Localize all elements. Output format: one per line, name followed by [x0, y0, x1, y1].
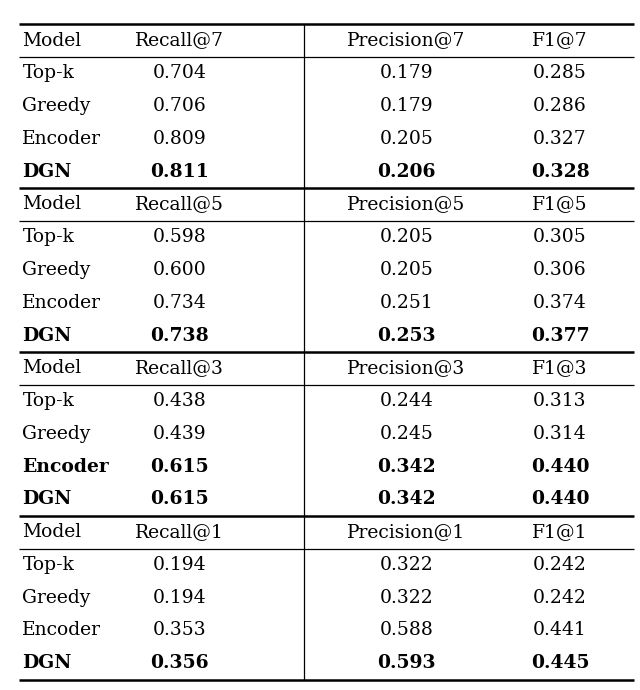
Text: 0.194: 0.194 [152, 589, 206, 607]
Text: Recall@3: Recall@3 [135, 359, 223, 377]
Text: 0.285: 0.285 [533, 64, 587, 82]
Text: F1@5: F1@5 [532, 195, 588, 213]
Text: Precision@7: Precision@7 [348, 32, 465, 50]
Text: F1@7: F1@7 [532, 32, 588, 50]
Text: 0.245: 0.245 [380, 425, 433, 443]
Text: 0.305: 0.305 [533, 228, 587, 246]
Text: 0.441: 0.441 [533, 622, 587, 640]
Text: 0.439: 0.439 [152, 425, 206, 443]
Text: Recall@7: Recall@7 [134, 32, 224, 50]
Text: Top-k: Top-k [22, 392, 74, 410]
Text: Greedy: Greedy [22, 425, 91, 443]
Text: 0.205: 0.205 [380, 228, 433, 246]
Text: 0.615: 0.615 [150, 457, 209, 475]
Text: Model: Model [22, 359, 81, 377]
Text: Top-k: Top-k [22, 228, 74, 246]
Text: Encoder: Encoder [22, 622, 101, 640]
Text: 0.342: 0.342 [377, 491, 436, 509]
Text: 0.194: 0.194 [152, 556, 206, 574]
Text: 0.206: 0.206 [377, 163, 436, 181]
Text: 0.328: 0.328 [531, 163, 589, 181]
Text: 0.327: 0.327 [533, 130, 587, 148]
Text: 0.242: 0.242 [533, 589, 587, 607]
Text: DGN: DGN [22, 654, 72, 672]
Text: Greedy: Greedy [22, 261, 91, 279]
Text: Recall@5: Recall@5 [134, 195, 224, 213]
Text: F1@3: F1@3 [532, 359, 588, 377]
Text: 0.205: 0.205 [380, 130, 433, 148]
Text: 0.598: 0.598 [152, 228, 206, 246]
Text: Encoder: Encoder [22, 294, 101, 312]
Text: Greedy: Greedy [22, 97, 91, 115]
Text: 0.251: 0.251 [380, 294, 433, 312]
Text: 0.440: 0.440 [531, 491, 589, 509]
Text: DGN: DGN [22, 326, 72, 344]
Text: 0.588: 0.588 [380, 622, 433, 640]
Text: Encoder: Encoder [22, 130, 101, 148]
Text: DGN: DGN [22, 491, 72, 509]
Text: 0.356: 0.356 [150, 654, 209, 672]
Text: 0.734: 0.734 [152, 294, 206, 312]
Text: 0.738: 0.738 [150, 326, 209, 344]
Text: 0.179: 0.179 [380, 64, 433, 82]
Text: 0.438: 0.438 [152, 392, 206, 410]
Text: Model: Model [22, 523, 81, 541]
Text: 0.322: 0.322 [380, 556, 433, 574]
Text: Precision@3: Precision@3 [348, 359, 465, 377]
Text: Greedy: Greedy [22, 589, 91, 607]
Text: 0.179: 0.179 [380, 97, 433, 115]
Text: 0.374: 0.374 [533, 294, 587, 312]
Text: 0.205: 0.205 [380, 261, 433, 279]
Text: Precision@5: Precision@5 [348, 195, 465, 213]
Text: 0.377: 0.377 [531, 326, 589, 344]
Text: Encoder: Encoder [22, 457, 109, 475]
Text: 0.353: 0.353 [152, 622, 206, 640]
Text: 0.306: 0.306 [533, 261, 587, 279]
Text: 0.253: 0.253 [377, 326, 436, 344]
Text: 0.342: 0.342 [377, 457, 436, 475]
Text: Top-k: Top-k [22, 64, 74, 82]
Text: 0.811: 0.811 [150, 163, 209, 181]
Text: 0.615: 0.615 [150, 491, 209, 509]
Text: Recall@1: Recall@1 [135, 523, 223, 541]
Text: 0.244: 0.244 [380, 392, 433, 410]
Text: 0.440: 0.440 [531, 457, 589, 475]
Text: 0.314: 0.314 [533, 425, 587, 443]
Text: 0.704: 0.704 [152, 64, 206, 82]
Text: 0.706: 0.706 [152, 97, 206, 115]
Text: 0.593: 0.593 [377, 654, 436, 672]
Text: F1@1: F1@1 [532, 523, 588, 541]
Text: Model: Model [22, 32, 81, 50]
Text: Top-k: Top-k [22, 556, 74, 574]
Text: Model: Model [22, 195, 81, 213]
Text: DGN: DGN [22, 163, 72, 181]
Text: 0.809: 0.809 [152, 130, 206, 148]
Text: 0.313: 0.313 [533, 392, 587, 410]
Text: 0.322: 0.322 [380, 589, 433, 607]
Text: 0.600: 0.600 [152, 261, 206, 279]
Text: Precision@1: Precision@1 [348, 523, 465, 541]
Text: 0.242: 0.242 [533, 556, 587, 574]
Text: 0.445: 0.445 [531, 654, 589, 672]
Text: 0.286: 0.286 [533, 97, 587, 115]
